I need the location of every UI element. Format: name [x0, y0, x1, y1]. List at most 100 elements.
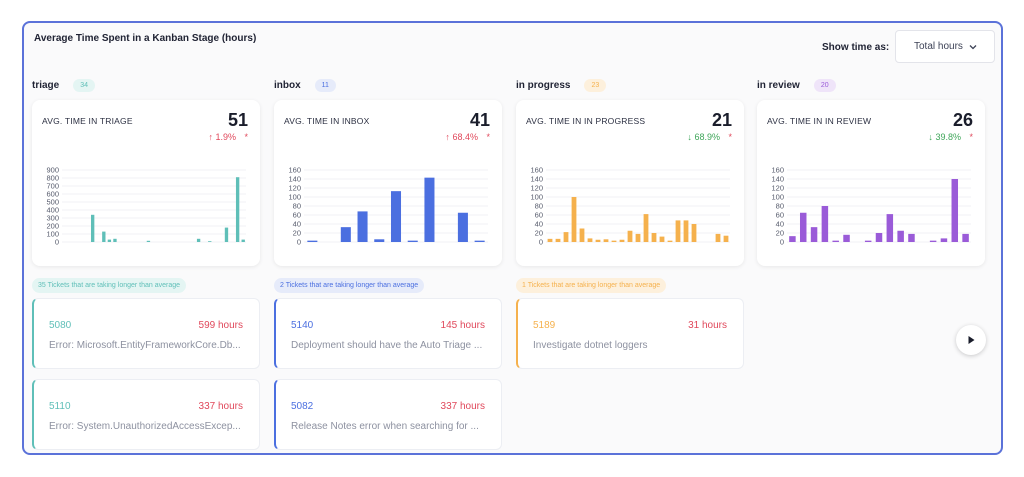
chart-bar[interactable]: [799, 212, 807, 242]
avg-time-label: AVG. TIME IN IN PROGRESS: [526, 116, 646, 126]
chart-bar[interactable]: [908, 233, 915, 242]
y-tick-label: 800: [46, 174, 59, 183]
ticket-card[interactable]: 5189 31 hours Investigate dotnet loggers: [516, 298, 744, 369]
chart-bar[interactable]: [224, 227, 229, 242]
y-tick-label: 100: [288, 193, 301, 202]
chart-bar[interactable]: [683, 220, 689, 242]
chart-bar[interactable]: [619, 239, 625, 242]
chart-bar[interactable]: [340, 227, 351, 242]
chart-bar[interactable]: [651, 233, 657, 242]
chart-bar[interactable]: [547, 238, 553, 242]
chart-bar[interactable]: [789, 236, 796, 242]
chart-bar[interactable]: [962, 233, 969, 242]
chart-bar[interactable]: [627, 230, 633, 242]
chart-bar[interactable]: [102, 231, 106, 242]
chart-bar[interactable]: [864, 240, 872, 242]
ticket-description: Release Notes error when searching for .…: [291, 421, 479, 432]
y-tick-label: 100: [530, 193, 543, 202]
chart-bar[interactable]: [107, 239, 112, 242]
avg-time-card[interactable]: AVG. TIME IN TRIAGE 51 ↑ 1.9% * 0 100 200 3…: [32, 100, 260, 266]
asterisk-marker: *: [969, 132, 973, 142]
y-tick-label: 20: [293, 229, 301, 238]
chart-bar[interactable]: [90, 214, 95, 242]
ticket-description: Deployment should have the Auto Triage .…: [291, 340, 483, 351]
ticket-id-link[interactable]: 5189: [533, 320, 556, 331]
ticket-id-link[interactable]: 5140: [291, 320, 314, 331]
ticket-card[interactable]: 5110 337 hours Error: System.Unauthorize…: [32, 379, 260, 450]
ticket-hours: 145 hours: [440, 320, 485, 331]
ticket-id-link[interactable]: 5080: [49, 320, 72, 331]
chart-bar[interactable]: [659, 236, 665, 242]
chart-bar[interactable]: [897, 230, 904, 242]
chart-bar[interactable]: [940, 238, 948, 242]
chart-bar[interactable]: [307, 240, 318, 242]
chart-bar[interactable]: [390, 191, 402, 242]
time-unit-select[interactable]: Total hours: [895, 30, 995, 63]
chart-bar[interactable]: [235, 177, 240, 242]
chart-bar[interactable]: [208, 241, 212, 242]
y-tick-label: 500: [46, 198, 59, 207]
chart-bar[interactable]: [810, 227, 818, 242]
chart-bar[interactable]: [667, 240, 673, 242]
avg-time-value: 51: [227, 110, 248, 130]
kanban-column: inbox 11 AVG. TIME IN INBOX 41 ↑ 68.4% *…: [274, 77, 502, 450]
chart-bar[interactable]: [643, 214, 649, 242]
y-tick-label: 200: [46, 222, 59, 231]
trend-percent: 68.4%: [452, 132, 478, 142]
ticket-card[interactable]: 5082 337 hours Release Notes error when …: [274, 379, 502, 450]
ticket-card[interactable]: 5140 145 hours Deployment should have th…: [274, 298, 502, 369]
chart-bar[interactable]: [951, 179, 959, 242]
chart-bar[interactable]: [886, 214, 894, 242]
ticket-id-link[interactable]: 5110: [49, 401, 71, 412]
chart-bar[interactable]: [241, 239, 245, 242]
count-badge: 23: [584, 78, 607, 92]
chart-bar[interactable]: [555, 238, 561, 242]
chart-bar[interactable]: [563, 232, 569, 242]
chart-bar[interactable]: [571, 197, 577, 242]
trend-indicator: ↓ 39.8% *: [928, 132, 973, 142]
ticket-hours: 599 hours: [198, 320, 243, 331]
chart-bar[interactable]: [474, 240, 485, 242]
chart-bar[interactable]: [723, 235, 729, 242]
chart-bar[interactable]: [457, 212, 468, 242]
y-tick-label: 80: [293, 202, 301, 211]
chart-bar[interactable]: [832, 240, 839, 242]
chart-bar[interactable]: [715, 233, 721, 242]
chart-bar[interactable]: [635, 233, 641, 242]
y-tick-label: 700: [46, 182, 59, 191]
chart-bar[interactable]: [146, 240, 151, 242]
chart-bar[interactable]: [407, 240, 418, 242]
column-name: in progress: [516, 79, 571, 91]
next-page-button[interactable]: [956, 325, 986, 355]
chart-bar[interactable]: [929, 240, 937, 242]
chart-bar[interactable]: [691, 224, 697, 242]
chart-bar[interactable]: [424, 177, 435, 242]
chart-bar[interactable]: [357, 211, 368, 242]
kanban-column: triage 34 AVG. TIME IN TRIAGE 51 ↑ 1.9% …: [32, 77, 260, 450]
chart-bar[interactable]: [875, 233, 883, 242]
y-tick-label: 400: [46, 206, 59, 215]
chart-bar[interactable]: [113, 238, 117, 242]
trend-indicator: ↓ 68.9% *: [687, 132, 732, 142]
avg-time-card[interactable]: AVG. TIME IN IN REVIEW 26 ↓ 39.8% * 0 20 4…: [757, 100, 985, 266]
chart-bar[interactable]: [374, 239, 385, 242]
column-name: inbox: [274, 79, 301, 91]
y-tick-label: 100: [771, 193, 784, 202]
y-tick-label: 0: [539, 238, 543, 247]
chart-bar[interactable]: [579, 228, 585, 243]
chart-bar[interactable]: [821, 206, 829, 242]
chart-bar[interactable]: [843, 234, 850, 242]
ticket-id-link[interactable]: 5082: [291, 401, 314, 412]
column-header: inbox 11: [274, 77, 502, 93]
chart-bar[interactable]: [587, 238, 593, 242]
chart-bar[interactable]: [603, 239, 609, 242]
chart-bar[interactable]: [196, 238, 201, 242]
chart-bar[interactable]: [675, 220, 681, 242]
chart-bar[interactable]: [611, 240, 617, 242]
avg-time-card[interactable]: AVG. TIME IN INBOX 41 ↑ 68.4% * 0 20 40 60 8…: [274, 100, 502, 266]
kanban-column: in progress 23 AVG. TIME IN IN PROGRESS …: [516, 77, 744, 369]
ticket-card[interactable]: 5080 599 hours Error: Microsoft.EntityFr…: [32, 298, 260, 369]
chart-bar[interactable]: [595, 239, 601, 242]
